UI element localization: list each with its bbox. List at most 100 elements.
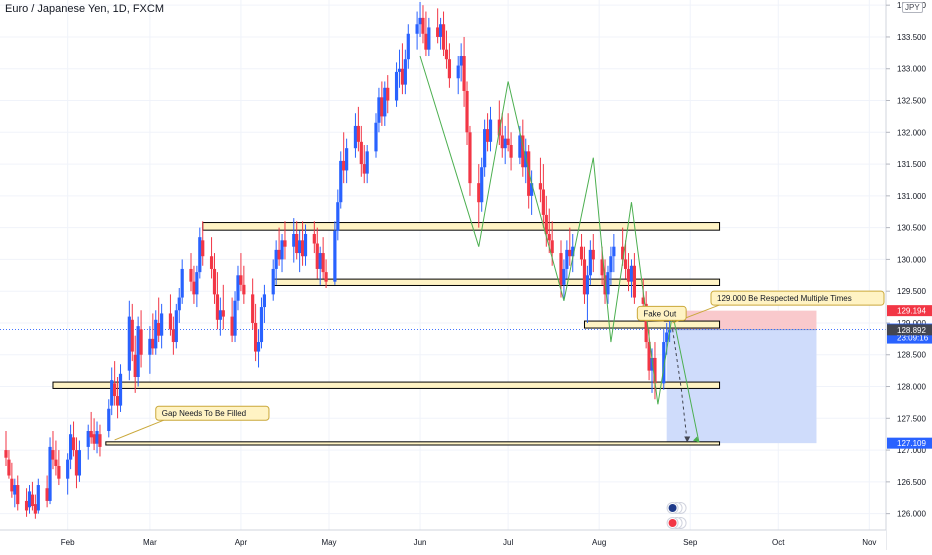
candle-body: [36, 485, 40, 511]
candle-2021-02-10: [92, 418, 96, 451]
candle-2021-02-01: [66, 453, 70, 495]
time-axis-bg: [0, 530, 886, 550]
candle-2021-08-10: [623, 240, 628, 279]
candle-body: [353, 125, 358, 149]
candle-2021-04-01: [239, 253, 243, 292]
candle-body: [527, 151, 531, 196]
candle-body: [447, 59, 452, 79]
price-tick-label: 130.000: [897, 255, 926, 264]
candle-2021-02-12: [98, 424, 102, 457]
time-tick-label: Sep: [683, 538, 698, 547]
candle-body: [298, 240, 302, 254]
candle-body: [568, 249, 572, 257]
zone-129-0: [583, 320, 721, 329]
candle-2021-07-22: [568, 227, 572, 266]
candle-2021-06-15: [459, 43, 463, 82]
candle-2021-04-27: [315, 227, 319, 279]
zone-128-0: [52, 381, 721, 389]
price-tick-label: 127.500: [897, 414, 926, 423]
candle-2021-01-29: [57, 450, 61, 486]
candle-2021-06-30: [503, 125, 507, 165]
candle-body: [312, 233, 316, 244]
candle-2021-05-24: [394, 62, 399, 107]
candle-body: [477, 183, 481, 203]
candle-body: [579, 246, 584, 260]
candle-body: [436, 27, 440, 37]
candle-2021-05-13: [362, 145, 366, 184]
event-markers[interactable]: [666, 502, 687, 529]
candle-body: [300, 240, 305, 257]
candle-2021-02-03: [71, 421, 76, 457]
candle-body: [54, 459, 58, 466]
time-tick-label: Jun: [414, 538, 427, 547]
candle-body: [127, 316, 131, 371]
candle-2021-01-12: [7, 450, 11, 479]
candle-2021-08-04: [606, 265, 610, 304]
earnings-event-marker[interactable]: [666, 517, 687, 529]
candle-body: [277, 249, 281, 260]
candle-body: [380, 97, 384, 117]
time-tick-label: Oct: [772, 538, 785, 547]
candle-body: [92, 434, 96, 444]
candle-2021-03-22: [209, 237, 214, 279]
candle-body: [280, 240, 284, 260]
candle-body: [27, 491, 32, 508]
candle-2021-06-29: [500, 113, 504, 158]
candle-2021-05-31: [415, 11, 419, 50]
candle-body: [345, 148, 349, 171]
candle-body: [33, 504, 37, 514]
candle-2021-08-13: [632, 253, 637, 304]
time-axis[interactable]: Feb Mar Apr May Jun Jul Aug Sep Oct Nov: [0, 529, 886, 550]
candle-body: [356, 125, 360, 142]
candle-body: [362, 164, 366, 174]
candle-2021-02-02: [69, 424, 73, 470]
price-label-129.194[interactable]: 129.194: [887, 305, 932, 317]
currency-badge[interactable]: JPY: [902, 2, 923, 13]
candle-2021-03-15: [189, 253, 193, 292]
candle-body: [644, 303, 648, 343]
candle-2021-06-07: [436, 8, 440, 44]
candle-body: [274, 249, 278, 269]
candle-2021-05-27: [403, 49, 407, 95]
candle-2021-05-17: [374, 113, 378, 158]
callout-fakeout: Fake Out: [636, 305, 687, 322]
candle-2021-02-08: [86, 424, 90, 460]
candle-2021-02-16: [110, 367, 114, 416]
candle-body: [550, 240, 554, 254]
candle-2021-03-30: [233, 291, 237, 343]
price-tick-label: 132.500: [897, 97, 926, 106]
price-label-text: 129.194: [897, 307, 926, 316]
candle-body: [295, 233, 299, 254]
price-label-127.109[interactable]: 127.109: [887, 437, 932, 449]
projection-arrow: [684, 436, 691, 443]
candle-2021-01-20: [30, 481, 35, 511]
candle-2021-04-07: [256, 329, 261, 368]
economic-event-marker[interactable]: [666, 502, 687, 514]
candle-2021-02-18: [115, 376, 120, 419]
price-tick-label: 128.000: [897, 383, 926, 392]
time-tick-label: Jul: [503, 538, 513, 547]
candle-body: [497, 119, 501, 136]
price-label-128.892[interactable]: 128.892: [887, 324, 932, 336]
candle-2021-07-01: [506, 113, 510, 152]
candle-body: [283, 240, 287, 247]
price-tick-label: 133.500: [897, 33, 926, 42]
candle-2021-02-11: [95, 421, 99, 454]
candle-body: [606, 272, 610, 295]
candle-body: [547, 233, 551, 241]
candle-body: [256, 342, 261, 352]
price-tick-label: 126.000: [897, 510, 926, 519]
candle-2021-03-05: [160, 303, 164, 349]
candle-body: [503, 138, 507, 149]
candle-body: [647, 342, 651, 371]
callout-box: [636, 305, 687, 321]
candle-2021-05-04: [336, 189, 340, 241]
candle-2021-08-06: [612, 233, 616, 273]
candle-2021-02-24: [133, 335, 137, 393]
candle-body: [653, 357, 657, 384]
price-tick-label: 127.000: [897, 446, 926, 455]
candle-body: [585, 275, 590, 295]
price-axis[interactable]: 126.000 126.500 127.000 127.500 128.000 128.5…: [885, 0, 932, 550]
candle-body: [339, 160, 343, 203]
